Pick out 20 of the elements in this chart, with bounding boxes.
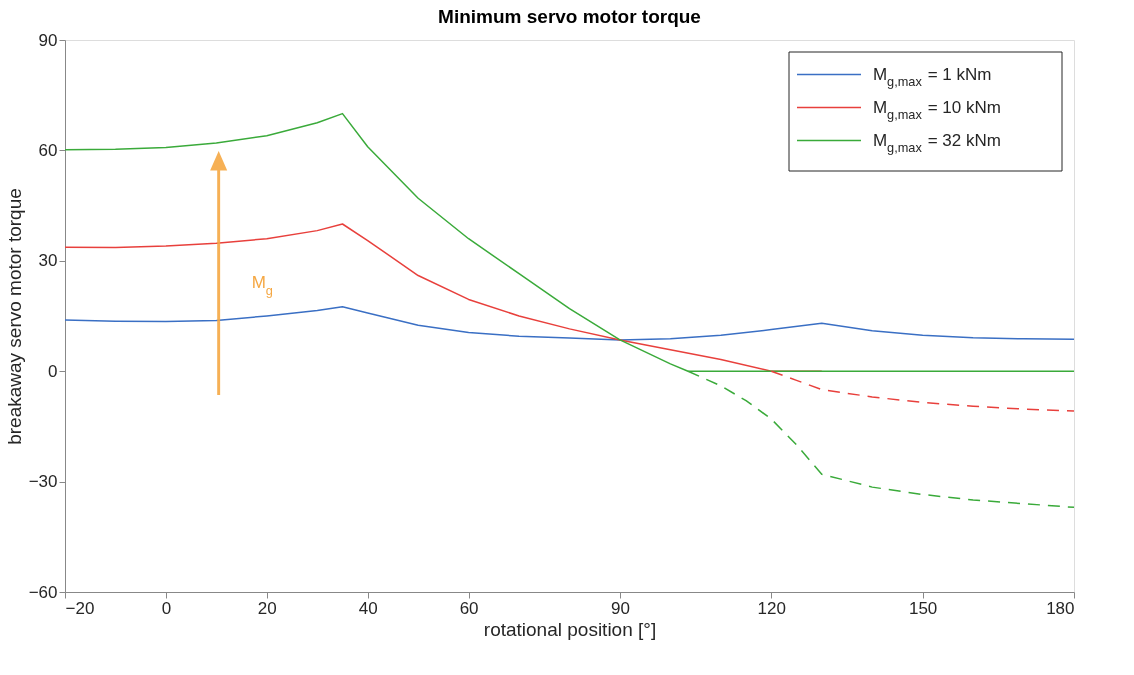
y-tick-label: −60 (28, 582, 58, 602)
y-tick-label: 60 (38, 140, 58, 160)
x-tick-label: 150 (908, 598, 938, 618)
y-tick-label: 30 (38, 251, 58, 271)
x-axis-title: rotational position [°] (483, 618, 657, 640)
x-tick-label: 0 (161, 598, 172, 618)
chart-title: Minimum servo motor torque (438, 6, 701, 27)
line-series (64, 306, 1075, 341)
x-tick-label: 120 (757, 598, 786, 618)
x-tick-label: 60 (459, 598, 479, 618)
x-tick-label: 20 (257, 598, 277, 618)
line-series (770, 370, 1075, 412)
x-tick-label: 40 (358, 598, 378, 618)
y-tick-label: 90 (38, 30, 58, 50)
y-tick-label: 0 (48, 361, 58, 381)
y-axis-title: breakaway servo motor torque (3, 188, 25, 445)
y-tick-label: −30 (28, 472, 58, 492)
x-tick-label: 90 (610, 598, 630, 618)
x-tick-label: −20 (65, 598, 95, 618)
x-tick-label: 180 (1046, 598, 1075, 618)
